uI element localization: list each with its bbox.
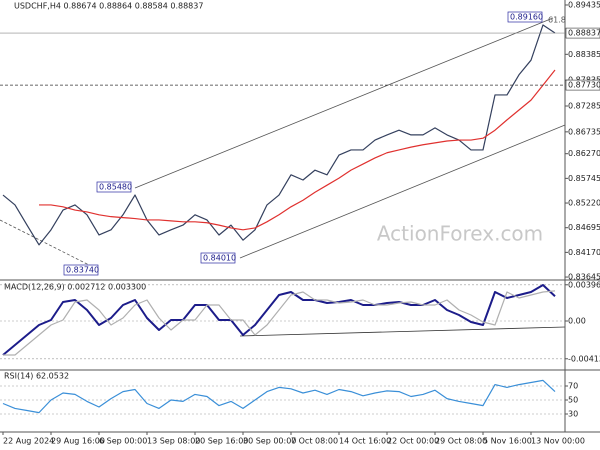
x-tick-label: 7 Oct 08:00 xyxy=(291,437,338,446)
x-tick-label: 29 Aug 16:00 xyxy=(51,437,105,446)
series-line xyxy=(3,290,556,356)
watermark: ActionForex.com xyxy=(377,222,543,246)
y-tick-label: 0.85220 xyxy=(568,199,600,208)
y-tick-label: 70 xyxy=(568,382,578,391)
channel-upper xyxy=(134,17,554,189)
y-tick-label: 0.003965 xyxy=(568,280,600,289)
x-tick-label: 29 Oct 08:00 xyxy=(435,437,487,446)
y-tick-label: 0.87285 xyxy=(568,102,600,111)
annotation: 0.85480 xyxy=(99,183,132,192)
y-tick-label: 0.86735 xyxy=(568,127,600,136)
annotation: 0.83740 xyxy=(66,266,99,275)
y-tick-label: 0.89435 xyxy=(568,0,600,9)
annotation: 61.8 xyxy=(548,16,566,25)
series-line xyxy=(2,284,556,356)
y-tick-label: 0.00 xyxy=(568,316,586,325)
y-tick-label: 0.88385 xyxy=(568,50,600,59)
y-tick-label: 0.84695 xyxy=(568,223,600,232)
y-tick-label: 30 xyxy=(568,410,578,419)
y-tick-label: 0.85745 xyxy=(568,174,600,183)
x-tick-label: 22 Oct 00:00 xyxy=(387,437,439,446)
series-line xyxy=(39,69,556,231)
y-tick-label: 0.83645 xyxy=(568,273,600,282)
series-line xyxy=(2,379,556,414)
trend-dashed xyxy=(0,219,96,269)
annotation-box xyxy=(63,264,99,276)
last-price-box xyxy=(565,27,600,39)
x-tick-label: 14 Oct 16:00 xyxy=(339,437,391,446)
annotation: 0.84010 xyxy=(203,254,236,263)
y-tick-label: 0.86270 xyxy=(568,149,600,158)
channel-lower xyxy=(239,124,566,259)
rsi-title: RSI(14) 62.0532 xyxy=(4,372,69,381)
x-tick-label: 22 Aug 2024 xyxy=(3,437,54,446)
x-tick-label: 20 Sep 16:00 xyxy=(195,437,248,446)
level-label: 0.87730 xyxy=(568,81,600,90)
macd-title: MACD(12,26,9) 0.002712 0.003300 xyxy=(4,283,146,292)
annotation-box xyxy=(507,11,543,23)
y-tick-label: 50 xyxy=(568,396,578,405)
macd-trendline xyxy=(239,326,566,337)
annotation-box xyxy=(200,252,236,264)
y-tick-label: -0.004136 xyxy=(568,354,600,363)
x-tick-label: 13 Nov 00:00 xyxy=(531,437,585,446)
chart-title: USDCHF,H4 0.88674 0.88864 0.88584 0.8883… xyxy=(14,2,203,11)
annotation: 0.89160 xyxy=(510,13,543,22)
annotation-box xyxy=(96,181,132,193)
series-line xyxy=(2,24,556,246)
x-tick-label: 13 Sep 08:00 xyxy=(147,437,200,446)
level-box xyxy=(565,79,600,91)
last-price-label: 0.88837 xyxy=(568,29,600,38)
x-tick-label: 30 Sep 00:00 xyxy=(243,437,296,446)
y-tick-label: 0.84170 xyxy=(568,248,600,257)
x-tick-label: 6 Sep 00:00 xyxy=(99,437,147,446)
x-tick-label: 5 Nov 16:00 xyxy=(483,437,532,446)
